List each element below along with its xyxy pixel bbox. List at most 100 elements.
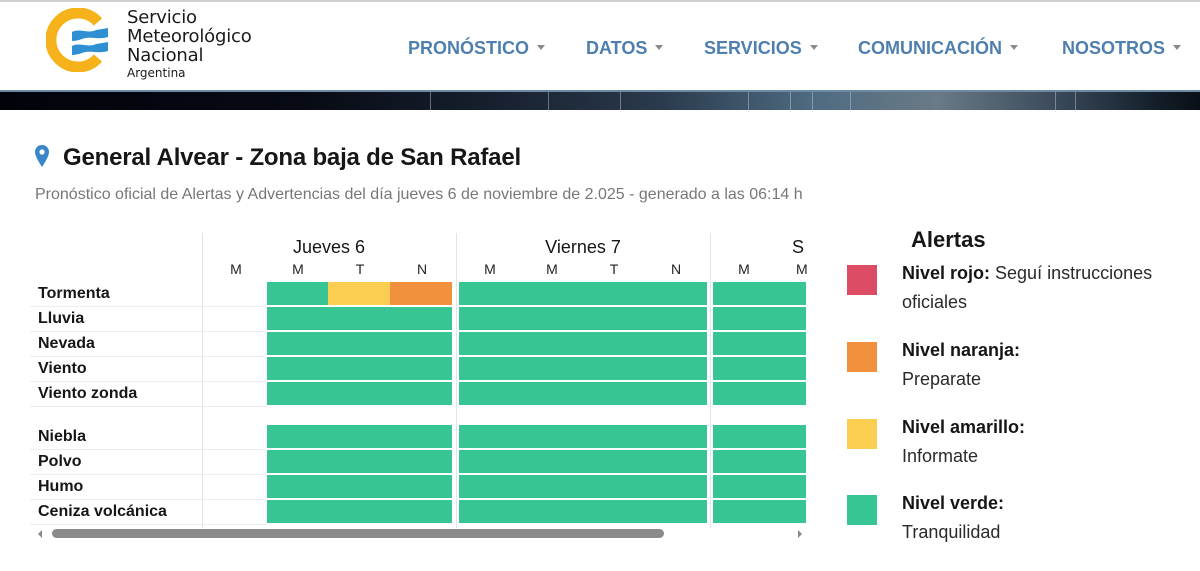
scroll-left-arrow-icon[interactable]: [38, 530, 42, 538]
period-header: T: [609, 261, 619, 277]
row-divider: [30, 524, 266, 525]
logo-line-1: Servicio: [127, 7, 197, 28]
row-label-viento-zonda: Viento zonda: [38, 385, 138, 402]
legend-title: Alertas: [911, 227, 986, 252]
lightning-decoration: [548, 92, 549, 112]
alert-cell-verde[interactable]: [267, 282, 328, 305]
alert-cell-verde[interactable]: [267, 425, 452, 448]
caret-down-icon: [1173, 44, 1182, 50]
nav-pronostico[interactable]: PRONÓSTICO: [408, 38, 546, 59]
period-header: M: [484, 261, 496, 277]
alert-cell-verde[interactable]: [713, 450, 806, 473]
alert-cell-verde[interactable]: [267, 450, 452, 473]
day-header-jueves: Jueves 6: [292, 237, 366, 257]
caret-down-icon: [537, 44, 546, 50]
alert-cell-verde[interactable]: [713, 282, 806, 305]
period-header: M: [796, 261, 808, 277]
caret-down-icon: [1010, 44, 1018, 50]
lightning-decoration: [1075, 92, 1076, 112]
nav-comunicacion[interactable]: COMUNICACIÓN: [858, 38, 1018, 59]
alert-cell-verde[interactable]: [459, 382, 707, 405]
nav-nosotros[interactable]: NOSOTROS: [1062, 38, 1182, 59]
caret-down-icon: [809, 44, 818, 50]
alert-cell-verde[interactable]: [459, 282, 707, 305]
alert-cell-verde[interactable]: [267, 382, 452, 405]
alert-cell-verde[interactable]: [267, 500, 452, 523]
period-header: T: [355, 261, 365, 277]
alert-cell-verde[interactable]: [459, 475, 707, 498]
nav-servicios[interactable]: SERVICIOS: [704, 38, 818, 59]
legend-description: Preparate: [902, 369, 982, 389]
alert-cell-verde[interactable]: [267, 307, 452, 330]
row-label-viento: Viento: [38, 360, 87, 377]
smn-logo-icon: [46, 8, 108, 72]
alert-cell-verde[interactable]: [713, 307, 806, 330]
nav-label: NOSOTROS: [1062, 38, 1166, 58]
page-subtitle: Pronóstico oficial de Alertas y Adverten…: [35, 186, 803, 203]
smn-logo[interactable]: Servicio Meteorológico Nacional Argentin…: [46, 6, 276, 80]
nav-label: SERVICIOS: [704, 38, 802, 58]
legend-text: Nivel amarillo: Informate: [902, 413, 1162, 471]
scroll-right-arrow-icon[interactable]: [798, 530, 802, 538]
legend-item-amarillo: Nivel amarillo: Informate: [845, 417, 1200, 479]
logo-line-2: Meteorológico: [127, 26, 252, 47]
alert-cell-amarillo[interactable]: [328, 282, 390, 305]
alert-cell-verde[interactable]: [267, 357, 452, 380]
legend-description: Tranquilidad: [902, 522, 1001, 542]
horizontal-scrollbar[interactable]: [36, 528, 806, 540]
lightning-decoration: [1055, 92, 1056, 112]
column-separator: [202, 233, 203, 528]
alert-cell-verde[interactable]: [713, 475, 806, 498]
row-label-polvo: Polvo: [38, 453, 82, 470]
legend-level: Nivel naranja:: [902, 340, 1021, 360]
orange-swatch-icon: [847, 342, 877, 372]
lightning-decoration: [748, 92, 749, 112]
row-divider: [30, 381, 266, 382]
row-divider: [30, 406, 266, 407]
main-nav: PRONÓSTICO DATOS SERVICIOS COMUNICACIÓN …: [0, 38, 1200, 62]
alert-cell-naranja[interactable]: [390, 282, 452, 305]
row-divider: [30, 306, 266, 307]
row-label-niebla: Niebla: [38, 428, 87, 445]
caret-down-icon: [655, 44, 664, 50]
row-divider: [30, 449, 266, 450]
alert-cell-verde[interactable]: [267, 475, 452, 498]
scrollbar-thumb[interactable]: [52, 529, 664, 538]
alert-cell-verde[interactable]: [459, 425, 707, 448]
row-label-tormenta: Tormenta: [38, 285, 110, 302]
legend-item-naranja: Nivel naranja: Preparate: [845, 340, 1200, 402]
lightning-decoration: [430, 92, 431, 112]
logo-line-3: Nacional: [127, 45, 204, 66]
nav-label: PRONÓSTICO: [408, 38, 530, 58]
alert-cell-verde[interactable]: [459, 357, 707, 380]
nav-label: DATOS: [586, 38, 648, 58]
logo-text: Servicio Meteorológico Nacional Argentin…: [127, 8, 252, 80]
alert-cell-verde[interactable]: [713, 357, 806, 380]
alerts-grid: Jueves 6 Viernes 7 S M M T N M M T N M M…: [30, 233, 808, 528]
row-label-lluvia: Lluvia: [38, 310, 85, 327]
legend-text: Nivel rojo: Seguí instrucciones oficiale…: [902, 259, 1162, 317]
nav-datos[interactable]: DATOS: [586, 38, 664, 59]
legend-level: Nivel verde:: [902, 493, 1005, 513]
period-header: M: [230, 261, 242, 277]
alert-cell-verde[interactable]: [713, 500, 806, 523]
day-header-sabado: S: [792, 237, 805, 257]
alert-cell-verde[interactable]: [459, 450, 707, 473]
legend-item-rojo: Nivel rojo: Seguí instrucciones oficiale…: [845, 263, 1200, 335]
alert-cell-verde[interactable]: [459, 500, 707, 523]
legend-text: Nivel naranja: Preparate: [902, 336, 1162, 394]
legend-item-verde: Nivel verde: Tranquilidad: [845, 493, 1200, 555]
legend-text: Nivel verde: Tranquilidad: [902, 489, 1162, 547]
row-label-nevada: Nevada: [38, 335, 95, 352]
alert-cell-verde[interactable]: [459, 307, 707, 330]
alert-cell-verde[interactable]: [459, 332, 707, 355]
alert-cell-verde[interactable]: [713, 332, 806, 355]
period-header: M: [546, 261, 558, 277]
nav-label: COMUNICACIÓN: [858, 38, 1002, 58]
period-header: N: [670, 261, 682, 277]
alert-cell-verde[interactable]: [713, 425, 806, 448]
legend-description: Seguí instrucciones oficiales: [902, 263, 1153, 312]
alert-cell-verde[interactable]: [267, 332, 452, 355]
period-header: N: [416, 261, 428, 277]
alert-cell-verde[interactable]: [713, 382, 806, 405]
